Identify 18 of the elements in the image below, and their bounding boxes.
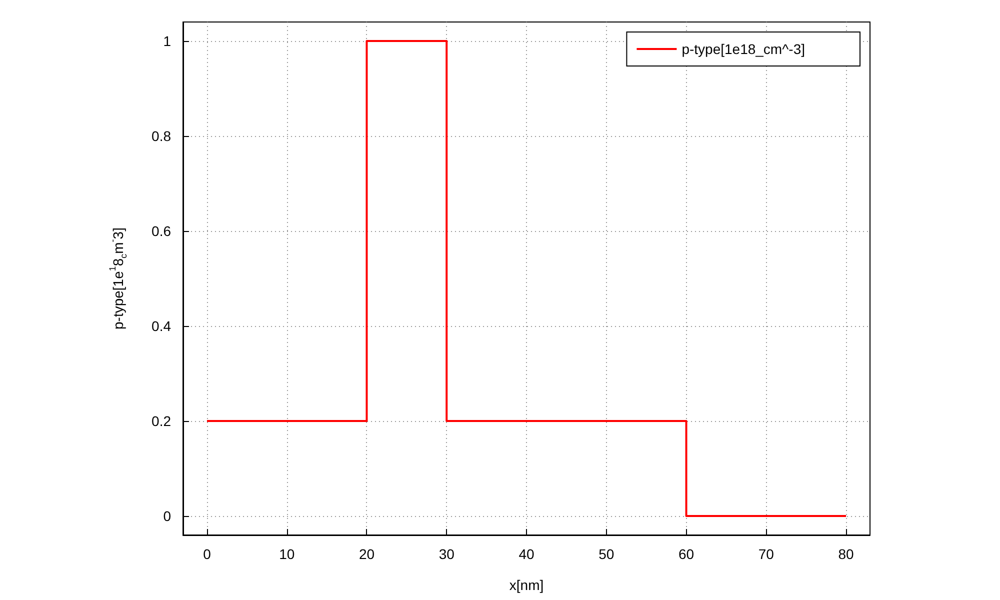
y-tick-label: 0.8 [152, 128, 172, 144]
legend-label: p-type[1e18_cm^-3] [682, 41, 806, 57]
y-tick-label: 0.4 [152, 318, 172, 334]
x-tick-label: 30 [438, 546, 455, 562]
x-tick-label: 0 [203, 546, 212, 562]
x-tick-label: 60 [678, 546, 694, 562]
x-tick-label: 10 [279, 546, 295, 562]
y-tick-label: 0.2 [152, 413, 172, 429]
y-tick-label: 1 [163, 33, 172, 49]
x-tick-label: 50 [598, 546, 614, 562]
y-axis-title: p-type[1e18cm-3] [108, 227, 128, 330]
y-tick-label: 0.6 [152, 223, 172, 239]
x-tick-label: 20 [358, 546, 375, 562]
x-tick-label: 80 [838, 546, 854, 562]
x-axis-title: x[nm] [509, 577, 544, 593]
x-tick-label: 40 [518, 546, 534, 562]
x-tick-label: 70 [758, 546, 774, 562]
y-tick-label: 0 [163, 508, 172, 524]
